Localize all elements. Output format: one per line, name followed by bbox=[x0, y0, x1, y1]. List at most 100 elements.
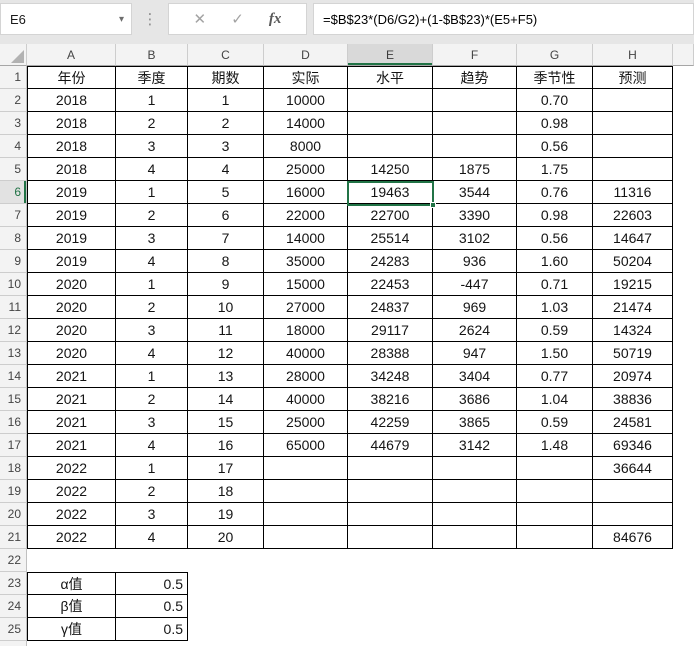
cell-G17[interactable]: 1.48 bbox=[517, 434, 593, 457]
cell-F5[interactable]: 1875 bbox=[433, 158, 517, 181]
cell-D1[interactable]: 实际 bbox=[264, 66, 348, 89]
row-header-21[interactable]: 21 bbox=[0, 526, 27, 549]
cell-A16[interactable]: 2021 bbox=[27, 411, 116, 434]
cell-D12[interactable]: 18000 bbox=[264, 319, 348, 342]
formula-input[interactable]: =$B$23*(D6/G2)+(1-$B$23)*(E5+F5) bbox=[313, 3, 694, 35]
cell-D18[interactable] bbox=[264, 457, 348, 480]
cell-G11[interactable]: 1.03 bbox=[517, 296, 593, 319]
cell-A11[interactable]: 2020 bbox=[27, 296, 116, 319]
cell-H13[interactable]: 50719 bbox=[593, 342, 673, 365]
cell-H1[interactable]: 预测 bbox=[593, 66, 673, 89]
insert-function-icon[interactable]: fx bbox=[268, 10, 282, 27]
cell-H16[interactable]: 24581 bbox=[593, 411, 673, 434]
cell-filler-8[interactable] bbox=[673, 227, 694, 250]
cell-filler-20[interactable] bbox=[673, 503, 694, 526]
cell-F24[interactable] bbox=[433, 595, 517, 618]
cell-B6[interactable]: 1 bbox=[116, 181, 188, 204]
cell-B23[interactable]: 0.5 bbox=[116, 572, 188, 595]
cell-B5[interactable]: 4 bbox=[116, 158, 188, 181]
cell-E14[interactable]: 34248 bbox=[348, 365, 433, 388]
cell-filler-6[interactable] bbox=[673, 181, 694, 204]
cell-H7[interactable]: 22603 bbox=[593, 204, 673, 227]
row-header-5[interactable]: 5 bbox=[0, 158, 27, 181]
cell-A23[interactable]: α值 bbox=[27, 572, 116, 595]
cell-F17[interactable]: 3142 bbox=[433, 434, 517, 457]
cell-D8[interactable]: 14000 bbox=[264, 227, 348, 250]
cell-F3[interactable] bbox=[433, 112, 517, 135]
cell-D5[interactable]: 25000 bbox=[264, 158, 348, 181]
cell-H20[interactable] bbox=[593, 503, 673, 526]
cell-F1[interactable]: 趋势 bbox=[433, 66, 517, 89]
cell-F14[interactable]: 3404 bbox=[433, 365, 517, 388]
cell-B20[interactable]: 3 bbox=[116, 503, 188, 526]
cell-F19[interactable] bbox=[433, 480, 517, 503]
cell-filler-3[interactable] bbox=[673, 112, 694, 135]
cell-G19[interactable] bbox=[517, 480, 593, 503]
column-header-a[interactable]: A bbox=[27, 44, 116, 66]
cell-filler-15[interactable] bbox=[673, 388, 694, 411]
cell-G2[interactable]: 0.70 bbox=[517, 89, 593, 112]
cell-filler-9[interactable] bbox=[673, 250, 694, 273]
row-header-6[interactable]: 6 bbox=[0, 181, 27, 204]
column-header-h[interactable]: H bbox=[593, 44, 673, 66]
cell-E21[interactable] bbox=[348, 526, 433, 549]
row-header-17[interactable]: 17 bbox=[0, 434, 27, 457]
cell-C25[interactable] bbox=[188, 618, 264, 641]
cell-D7[interactable]: 22000 bbox=[264, 204, 348, 227]
cell-A15[interactable]: 2021 bbox=[27, 388, 116, 411]
row-header-12[interactable]: 12 bbox=[0, 319, 27, 342]
cell-C12[interactable]: 11 bbox=[188, 319, 264, 342]
cell-B3[interactable]: 2 bbox=[116, 112, 188, 135]
cell-G3[interactable]: 0.98 bbox=[517, 112, 593, 135]
cell-F9[interactable]: 936 bbox=[433, 250, 517, 273]
cell-D16[interactable]: 25000 bbox=[264, 411, 348, 434]
cell-E15[interactable]: 38216 bbox=[348, 388, 433, 411]
cell-D22[interactable] bbox=[264, 549, 348, 572]
cell-C17[interactable]: 16 bbox=[188, 434, 264, 457]
cell-G22[interactable] bbox=[517, 549, 593, 572]
cell-D21[interactable] bbox=[264, 526, 348, 549]
cell-filler-13[interactable] bbox=[673, 342, 694, 365]
cell-H10[interactable]: 19215 bbox=[593, 273, 673, 296]
cell-D2[interactable]: 10000 bbox=[264, 89, 348, 112]
cell-E13[interactable]: 28388 bbox=[348, 342, 433, 365]
cell-G7[interactable]: 0.98 bbox=[517, 204, 593, 227]
cell-G18[interactable] bbox=[517, 457, 593, 480]
cell-A10[interactable]: 2020 bbox=[27, 273, 116, 296]
row-header-23[interactable]: 23 bbox=[0, 572, 27, 595]
row-header-10[interactable]: 10 bbox=[0, 273, 27, 296]
cell-E2[interactable] bbox=[348, 89, 433, 112]
cell-G16[interactable]: 0.59 bbox=[517, 411, 593, 434]
cell-F4[interactable] bbox=[433, 135, 517, 158]
cell-G20[interactable] bbox=[517, 503, 593, 526]
cell-B22[interactable] bbox=[116, 549, 188, 572]
cell-D25[interactable] bbox=[264, 618, 348, 641]
cell-G10[interactable]: 0.71 bbox=[517, 273, 593, 296]
column-header-g[interactable]: G bbox=[517, 44, 593, 66]
cell-A14[interactable]: 2021 bbox=[27, 365, 116, 388]
cell-D23[interactable] bbox=[264, 572, 348, 595]
cell-H15[interactable]: 38836 bbox=[593, 388, 673, 411]
cell-C18[interactable]: 17 bbox=[188, 457, 264, 480]
cell-F6[interactable]: 3544 bbox=[433, 181, 517, 204]
row-header-4[interactable]: 4 bbox=[0, 135, 27, 158]
cell-H17[interactable]: 69346 bbox=[593, 434, 673, 457]
column-header-e[interactable]: E bbox=[348, 44, 433, 66]
cell-B8[interactable]: 3 bbox=[116, 227, 188, 250]
cell-E9[interactable]: 24283 bbox=[348, 250, 433, 273]
cell-C20[interactable]: 19 bbox=[188, 503, 264, 526]
cell-D13[interactable]: 40000 bbox=[264, 342, 348, 365]
cell-A17[interactable]: 2021 bbox=[27, 434, 116, 457]
cell-B14[interactable]: 1 bbox=[116, 365, 188, 388]
cell-F20[interactable] bbox=[433, 503, 517, 526]
row-header-24[interactable]: 24 bbox=[0, 595, 27, 618]
cell-B11[interactable]: 2 bbox=[116, 296, 188, 319]
cell-C11[interactable]: 10 bbox=[188, 296, 264, 319]
cell-C4[interactable]: 3 bbox=[188, 135, 264, 158]
cell-A5[interactable]: 2018 bbox=[27, 158, 116, 181]
cell-B15[interactable]: 2 bbox=[116, 388, 188, 411]
cell-F23[interactable] bbox=[433, 572, 517, 595]
cell-C16[interactable]: 15 bbox=[188, 411, 264, 434]
cell-E22[interactable] bbox=[348, 549, 433, 572]
select-all-corner[interactable] bbox=[0, 44, 27, 66]
